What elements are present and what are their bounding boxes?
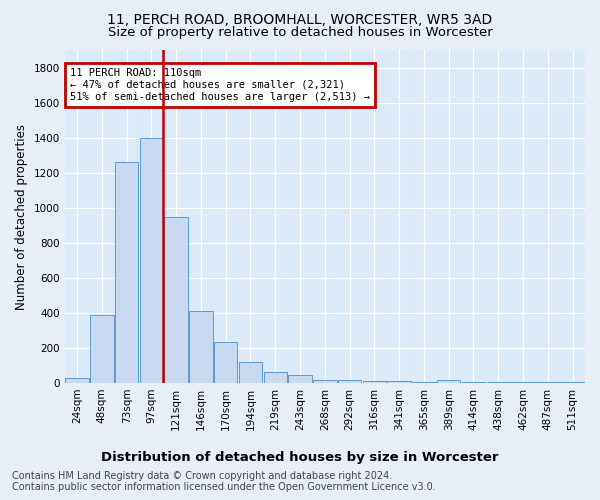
Text: 11 PERCH ROAD: 110sqm
← 47% of detached houses are smaller (2,321)
51% of semi-d: 11 PERCH ROAD: 110sqm ← 47% of detached … [70, 68, 370, 102]
Bar [288, 376, 312, 383]
Bar [263, 372, 287, 383]
Bar [140, 138, 163, 383]
Y-axis label: Number of detached properties: Number of detached properties [15, 124, 28, 310]
Bar [437, 380, 460, 383]
Bar [511, 382, 535, 383]
Bar [462, 382, 485, 383]
Bar [115, 162, 139, 383]
Bar [313, 380, 337, 383]
Bar [164, 216, 188, 383]
Bar [90, 314, 113, 383]
Bar [214, 342, 238, 383]
Text: 11, PERCH ROAD, BROOMHALL, WORCESTER, WR5 3AD: 11, PERCH ROAD, BROOMHALL, WORCESTER, WR… [107, 12, 493, 26]
Bar [338, 380, 361, 383]
Bar [536, 382, 560, 383]
Bar [388, 382, 411, 383]
Bar [362, 381, 386, 383]
Text: Distribution of detached houses by size in Worcester: Distribution of detached houses by size … [101, 451, 499, 464]
Bar [487, 382, 510, 383]
Bar [561, 382, 584, 383]
Bar [412, 382, 436, 383]
Bar [189, 311, 213, 383]
Bar [239, 362, 262, 383]
Text: Size of property relative to detached houses in Worcester: Size of property relative to detached ho… [107, 26, 493, 39]
Text: Contains HM Land Registry data © Crown copyright and database right 2024.
Contai: Contains HM Land Registry data © Crown c… [12, 471, 436, 492]
Bar [65, 378, 89, 383]
